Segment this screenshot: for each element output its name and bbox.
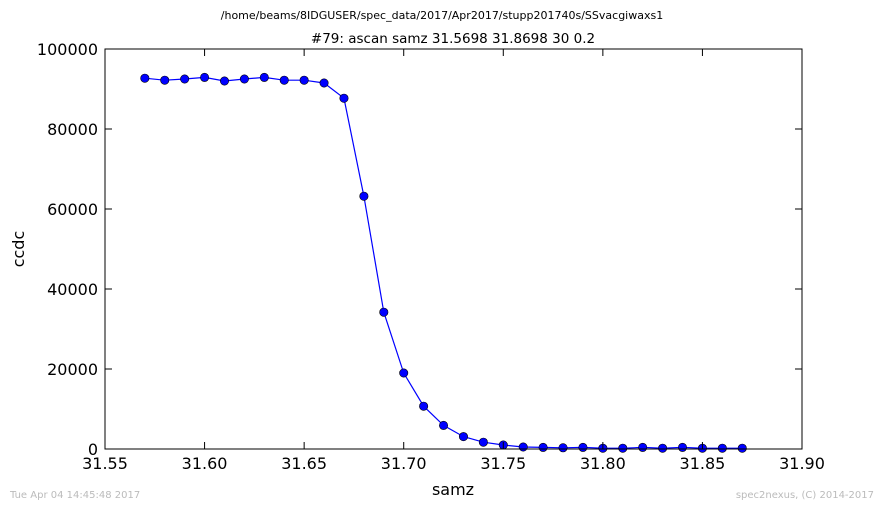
data-point (478, 437, 488, 447)
y-tick-label: 0 (88, 440, 98, 459)
y-tick-label: 80000 (47, 120, 98, 139)
data-point (180, 74, 190, 84)
data-point (399, 368, 409, 378)
data-point (578, 442, 588, 452)
data-point (439, 420, 449, 430)
y-tick-label: 40000 (47, 280, 98, 299)
data-point (319, 78, 329, 88)
data-point (379, 307, 389, 317)
data-point (538, 442, 548, 452)
data-point (140, 73, 150, 83)
y-tick-label: 20000 (47, 360, 98, 379)
x-tick-label: 31.90 (779, 454, 825, 473)
data-point (558, 443, 568, 453)
x-tick-label: 31.55 (82, 454, 128, 473)
data-point (259, 72, 269, 82)
data-point (239, 74, 249, 84)
x-tick-label: 31.80 (580, 454, 626, 473)
x-tick-label: 31.70 (381, 454, 427, 473)
data-point (419, 401, 429, 411)
y-tick-label: 60000 (47, 200, 98, 219)
x-axis-label: samz (432, 480, 474, 499)
data-point (160, 75, 170, 85)
data-point (339, 93, 349, 103)
data-point (678, 442, 688, 452)
y-tick-label: 100000 (37, 40, 98, 59)
footer-credit: spec2nexus, (C) 2014-2017 (736, 490, 874, 501)
data-point (279, 75, 289, 85)
data-point (717, 443, 727, 453)
data-point (299, 75, 309, 85)
series-line-0 (144, 76, 743, 449)
data-point (638, 442, 648, 452)
footer-timestamp: Tue Apr 04 14:45:48 2017 (9, 490, 140, 501)
chart-title: #79: ascan samz 31.5698 31.8698 30 0.2 (311, 31, 595, 47)
x-tick-label: 31.75 (480, 454, 526, 473)
file-path-title: /home/beams/8IDGUSER/spec_data/2017/Apr2… (221, 9, 663, 22)
data-point (618, 443, 628, 453)
data-point (219, 76, 229, 86)
plot-layer (140, 72, 747, 453)
data-point (359, 191, 369, 201)
axis-ticks: 31.55 31.60 31.65 31.70 31.75 31.80 31.85 31.90… (37, 40, 825, 473)
x-tick-label: 31.65 (281, 454, 327, 473)
x-tick-label: 31.60 (182, 454, 228, 473)
data-point (658, 443, 668, 453)
data-point (518, 442, 528, 452)
x-tick-label: 31.85 (680, 454, 726, 473)
plot-frame (104, 48, 803, 450)
data-point (458, 432, 468, 442)
y-axis-label: ccdc (9, 231, 28, 268)
data-point (737, 443, 747, 453)
data-point (200, 72, 210, 82)
